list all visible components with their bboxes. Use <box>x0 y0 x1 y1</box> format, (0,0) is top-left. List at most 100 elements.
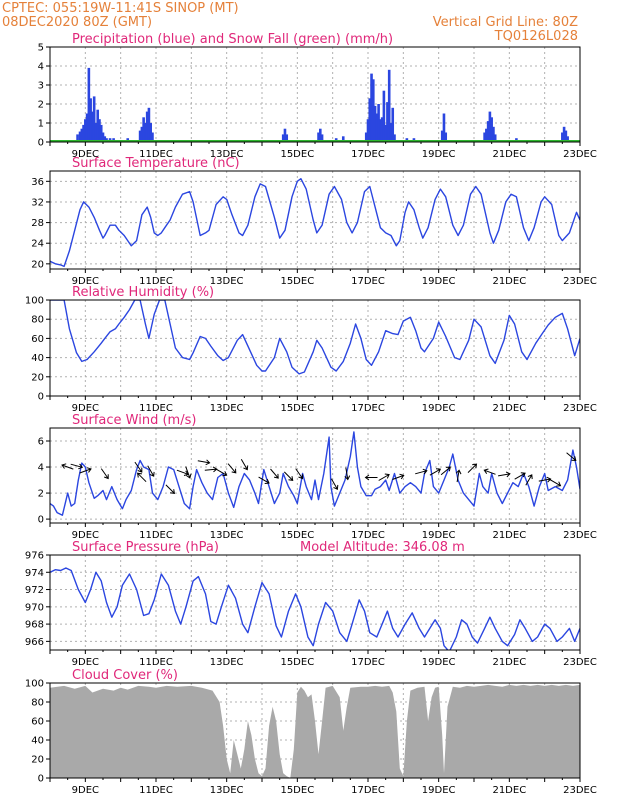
humidity-xtick-label: 9DEC <box>72 403 99 414</box>
wind-vector-arrow <box>134 461 143 473</box>
precipitation-bar <box>386 102 389 142</box>
precipitation-xtick-label: 17DEC <box>351 149 385 160</box>
precipitation-bar <box>147 107 151 142</box>
humidity-series-line <box>50 300 580 375</box>
wind-vector-arrow <box>258 476 270 484</box>
cloud-cover-xtick-label: 13DEC <box>210 785 244 796</box>
cloud-cover-xtick-label: 15DEC <box>280 785 314 796</box>
precipitation-frame <box>49 46 581 143</box>
wind-vector-arrow <box>185 466 192 479</box>
precipitation-bar <box>562 126 566 142</box>
header-run-time: 08DEC2020 80Z (GMT) <box>2 15 152 30</box>
pressure-ytick-label: 972 <box>25 585 44 596</box>
precipitation-bar <box>379 119 382 142</box>
precipitation-xtick-label: 9DEC <box>72 149 99 160</box>
humidity-title: Relative Humidity (%) <box>72 285 214 300</box>
precipitation-bar <box>92 96 96 142</box>
humidity-panel: 0 20 40 60 80 100 9DEC 11DEC 13DEC 15DEC 17DEC 19DE… <box>25 285 597 414</box>
model-altitude-annotation: Model Altitude: 346.08 m <box>300 540 465 555</box>
humidity-xtick-label: 21DEC <box>492 403 526 414</box>
wind-vector-arrow <box>392 473 405 480</box>
precipitation-bar <box>87 67 91 142</box>
precipitation-bar <box>391 107 395 142</box>
wind-vector-arrow <box>330 478 339 490</box>
precipitation-ytick-label: 1 <box>38 119 44 130</box>
temperature-plot-area <box>50 178 580 268</box>
precipitation-bar <box>564 130 568 142</box>
precipitation-bar <box>375 113 379 142</box>
wind-xtick-label: 19DEC <box>422 530 456 541</box>
cloud-cover-ytick-label: 100 <box>25 679 44 690</box>
humidity-plot-area <box>50 300 580 375</box>
precipitation-bar <box>91 111 94 142</box>
precipitation-title: Precipitation (blue) and Snow Fall (gree… <box>72 32 393 47</box>
cloud-cover-xtick-label: 11DEC <box>139 785 173 796</box>
wind-vector-arrow <box>483 468 496 475</box>
humidity-xtick-label: 15DEC <box>280 403 314 414</box>
precipitation-bar <box>387 69 391 142</box>
wind-ytick-label: 6 <box>38 437 44 448</box>
temperature-xtick-label: 13DEC <box>210 276 244 287</box>
wind-xtick-label: 13DEC <box>210 530 244 541</box>
wind-vector-arrow <box>344 467 351 481</box>
wind-vector-arrow <box>364 474 378 481</box>
cloud-cover-plot-area <box>50 684 580 778</box>
pressure-xtick-label: 21DEC <box>492 657 526 668</box>
precipitation-bar <box>99 124 103 142</box>
precipitation-bar <box>283 128 287 142</box>
wind-xtick-label: 11DEC <box>139 530 173 541</box>
wind-xtick-label: 17DEC <box>351 530 385 541</box>
pressure-xtick-label: 23DEC <box>563 657 597 668</box>
pressure-ytick-label: 966 <box>25 637 44 648</box>
wind-ytick-label: 0 <box>38 515 44 526</box>
wind-ytick-label: 4 <box>38 463 44 474</box>
precipitation-xtick-label: 19DEC <box>422 149 456 160</box>
wind-vector-arrow <box>467 463 478 473</box>
pressure-xtick-label: 11DEC <box>139 657 173 668</box>
wind-vector-arrow <box>525 474 533 486</box>
precipitation-bar <box>320 134 324 142</box>
temperature-xtick-label: 19DEC <box>422 276 456 287</box>
precipitation-bar <box>285 134 289 142</box>
pressure-ytick-label: 976 <box>25 551 44 562</box>
wind-vector-arrow <box>100 468 109 480</box>
precipitation-bar <box>142 117 145 142</box>
wind-xtick-label: 21DEC <box>492 530 526 541</box>
wind-vector-arrow <box>270 468 279 479</box>
precipitation-bar <box>96 109 99 142</box>
precipitation-bar <box>444 132 448 142</box>
humidity-xtick-label: 17DEC <box>351 403 385 414</box>
wind-vector-arrow <box>204 466 218 473</box>
precipitation-bar <box>149 123 152 142</box>
cloud-cover-xtick-label: 17DEC <box>351 785 385 796</box>
precipitation-panel: 0 1 2 3 4 5 9DEC 11DEC 13DEC 15DEC 17DEC 19DEC 21DEC… <box>38 32 597 160</box>
humidity-xtick-label: 19DEC <box>422 403 456 414</box>
cloud-cover-ytick-label: 60 <box>31 717 44 728</box>
wind-xtick-label: 23DEC <box>563 530 597 541</box>
humidity-xtick-label: 11DEC <box>139 403 173 414</box>
humidity-ytick-label: 60 <box>31 334 44 345</box>
precipitation-plot-area <box>50 67 580 142</box>
wind-vector-arrow <box>197 459 211 466</box>
humidity-ytick-label: 20 <box>31 372 44 383</box>
precipitation-bar <box>493 134 497 142</box>
wind-vector-arrow <box>136 472 147 483</box>
cloud-cover-ytick-label: 0 <box>38 774 44 785</box>
precipitation-bar <box>393 134 396 142</box>
precipitation-bar <box>368 98 372 142</box>
pressure-xtick-label: 19DEC <box>422 657 456 668</box>
wind-plot-area <box>50 431 580 516</box>
temperature-xtick-label: 11DEC <box>139 276 173 287</box>
temperature-series-line <box>50 178 580 268</box>
temperature-title: Surface Temperature (nC) <box>72 156 240 171</box>
wind-vector-arrow <box>566 452 577 462</box>
pressure-panel: 966 968 970 972 974 976 9DEC 11DEC 13DEC 15DEC 17D… <box>25 540 597 668</box>
precipitation-bar <box>281 134 285 142</box>
cloud-cover-xtick-label: 21DEC <box>492 785 526 796</box>
cloud-cover-area <box>50 684 580 778</box>
cloud-cover-ytick-label: 20 <box>31 755 44 766</box>
precipitation-bar <box>492 126 495 142</box>
pressure-ytick-label: 968 <box>25 620 44 631</box>
precipitation-bar <box>317 132 320 142</box>
temperature-ytick-label: 32 <box>31 197 44 208</box>
